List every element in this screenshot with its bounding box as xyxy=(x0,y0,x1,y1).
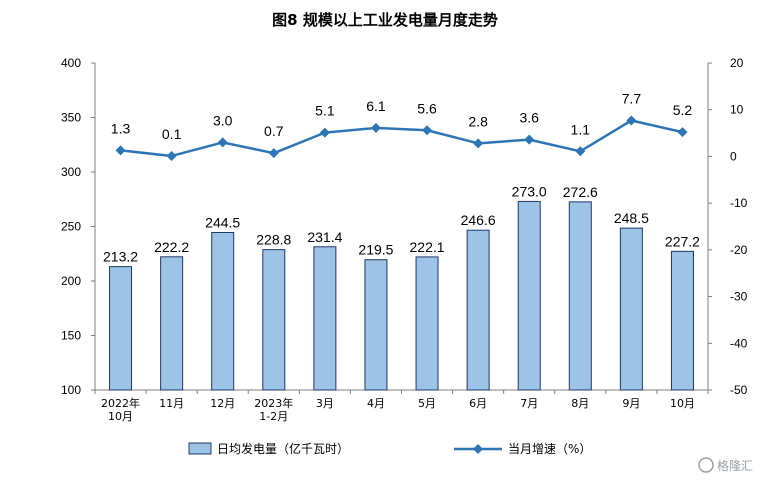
bar xyxy=(415,256,439,391)
line-path xyxy=(120,119,683,158)
line-marker-diamond xyxy=(166,150,177,161)
line-value-label: 7.7 xyxy=(622,90,642,106)
watermark: 格隆汇 xyxy=(698,457,753,473)
y-left-tick-label: 100 xyxy=(61,383,81,397)
line-value-label: 5.2 xyxy=(673,102,693,118)
line-value-label: 5.6 xyxy=(417,100,437,116)
x-tick-label: 10月 xyxy=(670,397,695,410)
line-marker-diamond xyxy=(319,127,330,138)
y-right-tick-label: -40 xyxy=(730,336,748,350)
line-marker-diamond xyxy=(422,125,433,136)
line-marker-diamond xyxy=(677,127,688,138)
line-value-label: 0.1 xyxy=(162,126,182,142)
y-left-tick-label: 200 xyxy=(61,274,81,288)
bar-series xyxy=(109,200,694,391)
x-tick-label: 4月 xyxy=(367,397,385,410)
bar-value-label: 222.1 xyxy=(410,239,445,255)
y-right-tick-label: 20 xyxy=(730,56,744,70)
legend-swatch-bar xyxy=(188,442,212,455)
line-value-label: 1.1 xyxy=(571,121,591,137)
bar xyxy=(160,256,184,391)
y-right-tick-label: 0 xyxy=(730,149,737,163)
line-value-label: 2.8 xyxy=(468,113,488,129)
y-right-tick-label: -10 xyxy=(730,196,748,210)
bar-value-label: 219.5 xyxy=(358,242,393,258)
x-tick-label: 6月 xyxy=(469,397,487,410)
bar-value-label: 231.4 xyxy=(307,229,342,245)
line-value-label: 3.6 xyxy=(519,110,539,126)
x-tick-label: 1-2月 xyxy=(259,410,288,423)
line-marker-diamond xyxy=(268,148,279,159)
x-tick-label: 11月 xyxy=(159,397,184,410)
line-value-label: 3.0 xyxy=(213,112,233,128)
legend-label-line: 当月增速（%） xyxy=(508,442,591,456)
x-tick-label: 2022年 xyxy=(101,396,140,410)
x-tick-label: 8月 xyxy=(571,397,589,410)
bar-value-label: 227.2 xyxy=(665,233,700,249)
bar xyxy=(466,229,490,391)
bar xyxy=(568,201,592,391)
x-tick-label: 12月 xyxy=(210,397,235,410)
legend: 日均发电量（亿千瓦时） 当月增速（%） xyxy=(188,441,591,456)
y-right-tick-label: -20 xyxy=(730,243,748,257)
y-left-tick-label: 150 xyxy=(61,329,81,343)
bar xyxy=(262,249,286,391)
bar-value-label: 246.6 xyxy=(461,212,496,228)
bar xyxy=(619,227,643,391)
watermark-text: 格隆汇 xyxy=(717,458,753,473)
x-tick-label: 7月 xyxy=(520,397,538,410)
watermark-logo-icon xyxy=(698,457,714,473)
bar xyxy=(517,200,541,391)
x-tick-label: 3月 xyxy=(316,397,334,410)
y-right-tick-label: -50 xyxy=(730,383,748,397)
bar-value-label: 272.6 xyxy=(563,184,598,200)
bar-value-label: 213.2 xyxy=(103,249,138,265)
data-labels: 213.2 222.2 244.5 228.8 231.4 219.5 222.1 246.6… xyxy=(103,90,700,264)
line-value-label: 6.1 xyxy=(366,98,386,114)
line-value-label: 0.7 xyxy=(264,123,284,139)
axes: 40035030025020015010020100-10-20-30-40-5… xyxy=(61,56,748,423)
line-marker-diamond xyxy=(370,122,381,133)
x-tick-label: 2023年 xyxy=(254,396,293,410)
y-left-tick-label: 400 xyxy=(61,56,81,70)
bar-value-label: 248.5 xyxy=(614,210,649,226)
bar xyxy=(670,250,694,391)
line-value-label: 5.1 xyxy=(315,103,335,119)
line-value-label: 1.3 xyxy=(111,120,131,136)
line-marker-diamond xyxy=(115,145,126,156)
y-left-tick-label: 250 xyxy=(61,220,81,234)
y-left-tick-label: 350 xyxy=(61,111,81,125)
x-tick-label: 10月 xyxy=(108,410,133,423)
bar xyxy=(364,259,388,391)
line-marker-diamond xyxy=(626,115,637,126)
line-marker-diamond xyxy=(575,146,586,157)
y-right-tick-label: 10 xyxy=(730,103,744,117)
line-marker-diamond xyxy=(524,134,535,145)
bar-value-label: 222.2 xyxy=(154,239,189,255)
bar xyxy=(211,231,235,391)
x-tick-label: 5月 xyxy=(418,397,436,410)
bar xyxy=(313,246,337,391)
legend-label-bar: 日均发电量（亿千瓦时） xyxy=(217,441,349,456)
y-left-tick-label: 300 xyxy=(61,165,81,179)
line-marker-diamond xyxy=(473,138,484,149)
bar-value-label: 273.0 xyxy=(512,183,547,199)
line-series xyxy=(115,115,688,161)
bar-value-label: 228.8 xyxy=(256,232,291,248)
legend-swatch-marker xyxy=(473,444,483,454)
x-tick-label: 9月 xyxy=(622,397,640,410)
line-marker-diamond xyxy=(217,137,228,148)
chart-title: 图8 规模以上工业发电量月度走势 xyxy=(272,11,498,29)
y-right-tick-label: -30 xyxy=(730,290,748,304)
bar-value-label: 244.5 xyxy=(205,214,240,230)
bar xyxy=(109,266,133,391)
